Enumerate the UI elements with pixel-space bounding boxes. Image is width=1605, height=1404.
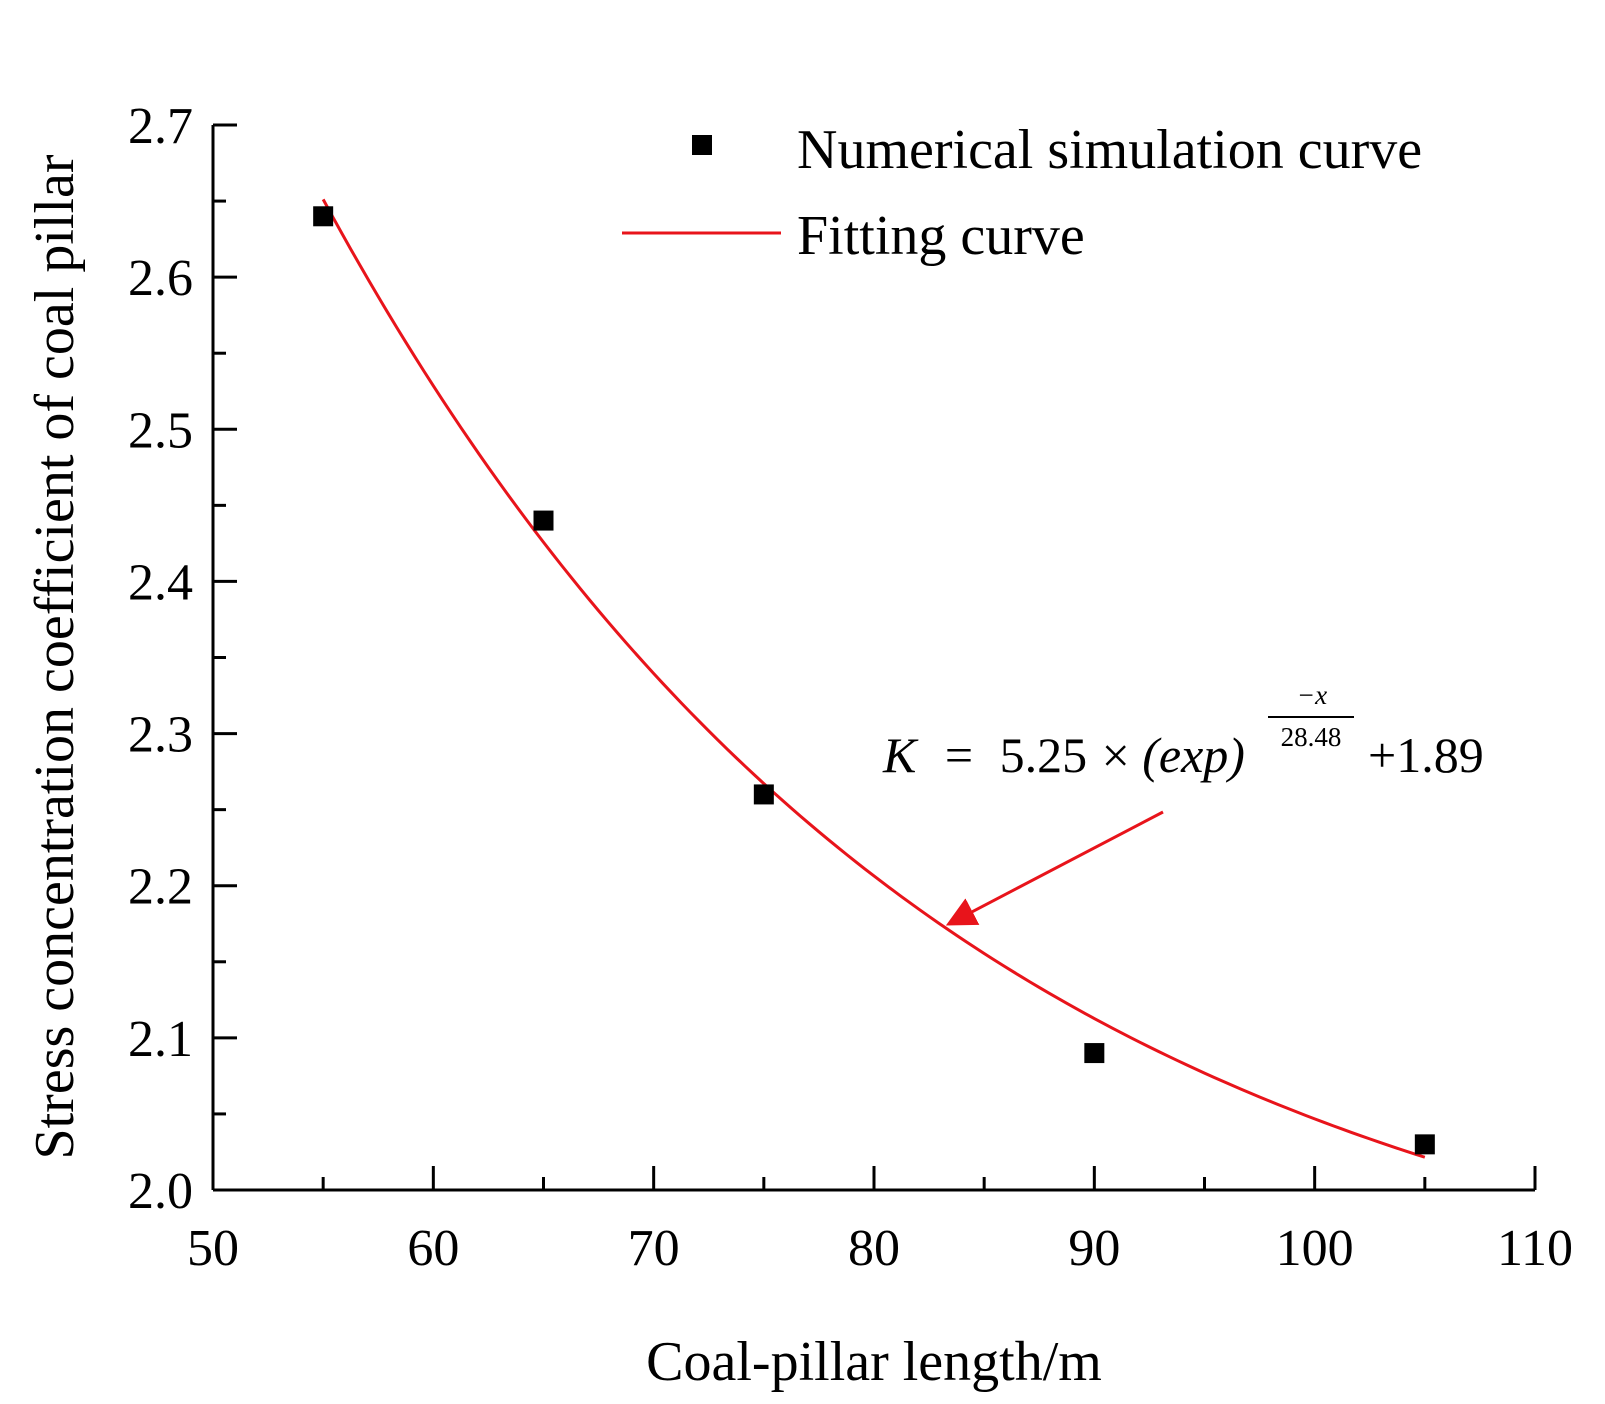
y-tick-label: 2.1 — [128, 1011, 193, 1068]
data-point — [753, 784, 774, 805]
x-tick-label: 110 — [1497, 1220, 1573, 1277]
legend-label-simulation: Numerical simulation curve — [797, 119, 1422, 181]
y-tick-label: 2.2 — [128, 859, 193, 916]
equation-exp-denominator: 28.48 — [1281, 722, 1342, 752]
x-tick-label: 80 — [848, 1220, 900, 1277]
y-tick-label: 2.5 — [128, 402, 193, 459]
x-tick-label: 90 — [1068, 1220, 1120, 1277]
equation-arrow — [945, 810, 1164, 926]
equation-times: × — [1102, 727, 1130, 783]
equation-equals: = — [945, 727, 973, 783]
x-ticks: 50 60 70 80 90 100 110 — [187, 1166, 1573, 1277]
data-point — [1414, 1134, 1435, 1155]
equation-base: (exp) — [1142, 727, 1245, 783]
equation-coef: 5.25 — [1000, 727, 1088, 783]
x-tick-label: 50 — [187, 1220, 239, 1277]
legend-label-fitting: Fitting curve — [797, 205, 1085, 267]
fitting-curve-line — [321, 198, 1426, 1159]
equation-exp-numerator: −x — [1297, 680, 1327, 710]
data-point — [533, 510, 554, 531]
x-axis-title: Coal-pillar length/m — [646, 1331, 1102, 1393]
x-tick-label: 70 — [628, 1220, 680, 1277]
y-tick-label: 2.6 — [128, 250, 193, 307]
y-ticks: 2.0 2.1 2.2 2.3 2.4 2.5 2.6 2.7 — [128, 98, 237, 1220]
y-axis-title: Stress concentration coefficient of coal… — [24, 154, 86, 1159]
x-tick-label: 60 — [407, 1220, 459, 1277]
equation-main: K = 5.25 × (exp) — [882, 727, 1245, 783]
equation-plus-const: +1.89 — [1368, 727, 1484, 783]
y-tick-label: 2.4 — [128, 554, 193, 611]
y-tick-label: 2.0 — [128, 1163, 193, 1220]
y-tick-label: 2.3 — [128, 707, 193, 764]
plot-frame — [211, 125, 1535, 1192]
scatter-points — [313, 206, 1435, 1155]
data-point — [1084, 1043, 1105, 1064]
x-tick-label: 100 — [1276, 1220, 1354, 1277]
equation-lhs: K — [882, 727, 919, 783]
y-tick-label: 2.7 — [128, 98, 193, 155]
legend-marker-square — [692, 135, 712, 155]
legend: Numerical simulation curve Fitting curve — [622, 119, 1422, 267]
equation-annotation: K = 5.25 × (exp) −x 28.48 +1.89 — [882, 680, 1484, 926]
data-point — [313, 206, 334, 227]
